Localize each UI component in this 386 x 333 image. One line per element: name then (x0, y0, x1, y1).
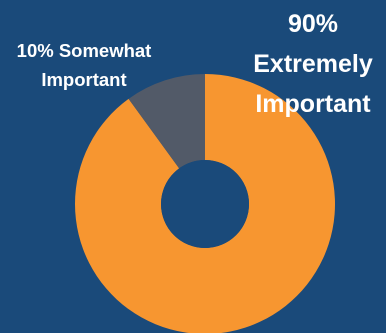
somewhat-important-label: 10% Somewhat Important (0, 36, 168, 94)
extremely-important-label: 90% Extremely Important (240, 4, 386, 124)
slice-somewhat-important (128, 74, 205, 169)
extremely-important-label-line2: Extremely (253, 50, 373, 78)
extremely-important-label-line1: 90% (287, 10, 339, 38)
donut-hole (161, 160, 249, 248)
slice-extremely-important (75, 74, 335, 333)
somewhat-important-label-line2: Important (41, 69, 127, 90)
somewhat-important-label-line1: 10% Somewhat (16, 40, 152, 61)
extremely-important-label-line3: Important (255, 90, 371, 118)
